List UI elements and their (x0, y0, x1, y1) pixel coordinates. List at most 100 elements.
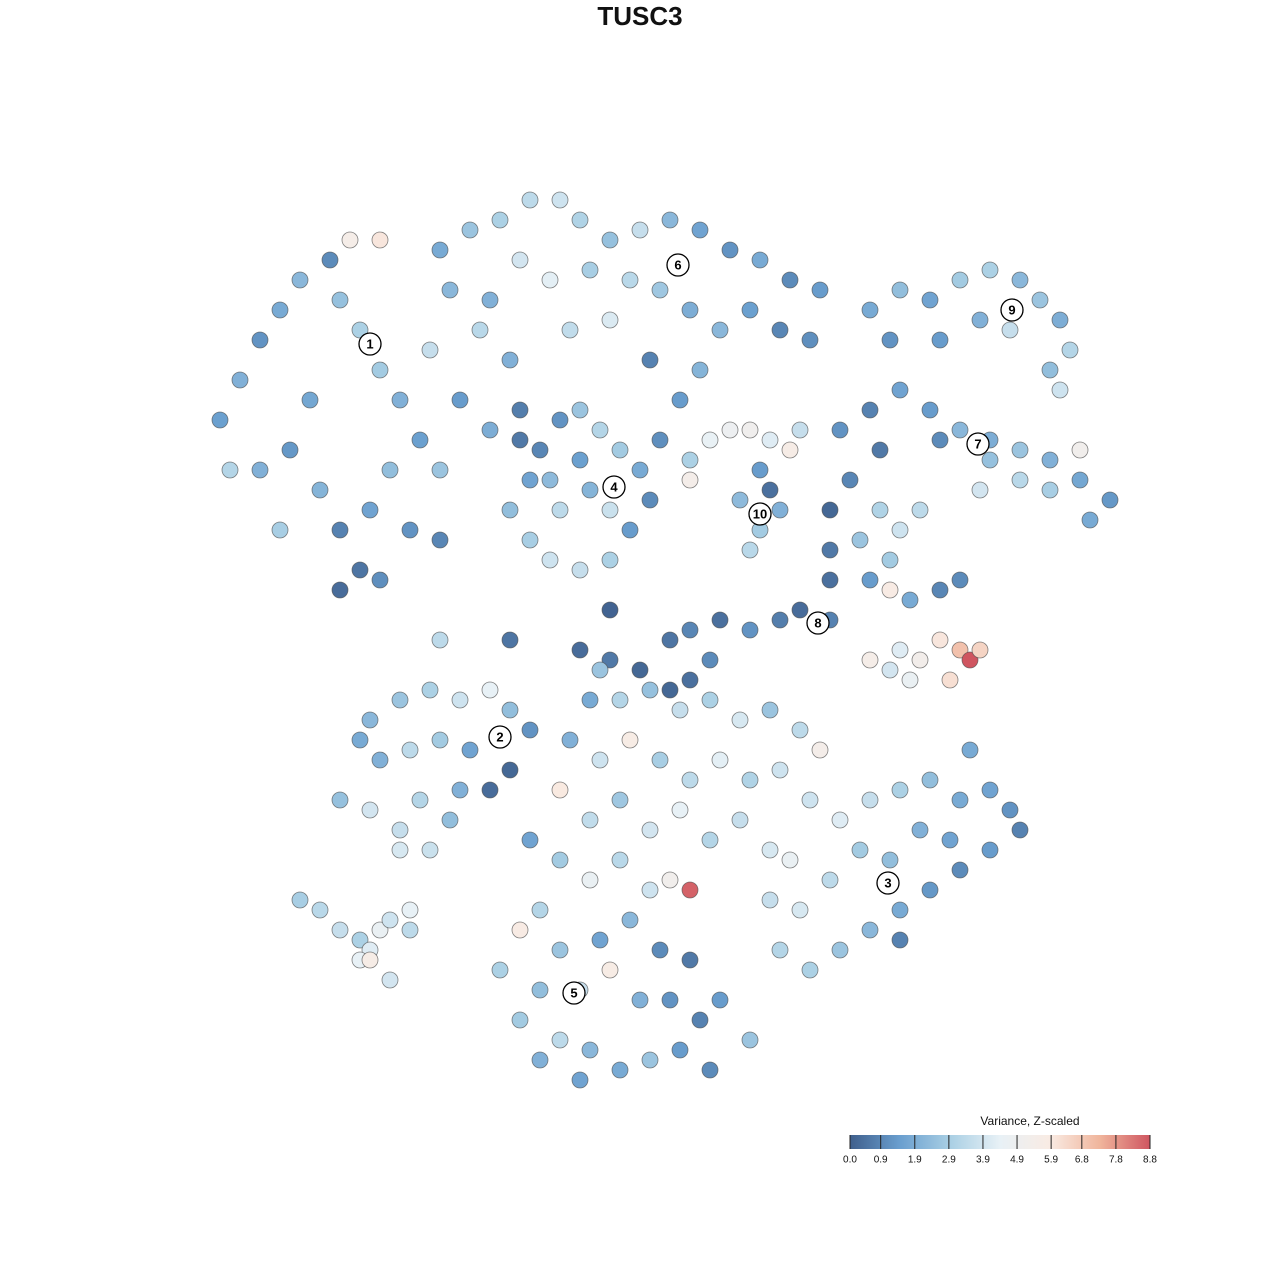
point (621, 911, 639, 929)
point (811, 741, 829, 759)
point (721, 421, 739, 439)
point (961, 741, 979, 759)
point (761, 701, 779, 719)
point (451, 691, 469, 709)
point (521, 531, 539, 549)
point (951, 641, 969, 659)
point (221, 461, 239, 479)
point (821, 871, 839, 889)
point (651, 281, 669, 299)
cluster-label: 1 (366, 336, 373, 351)
point (501, 631, 519, 649)
point (671, 801, 689, 819)
point (1041, 481, 1059, 499)
point (351, 561, 369, 579)
point (871, 501, 889, 519)
colorbar-tick-label: 6.8 (1075, 1155, 1089, 1166)
point (861, 651, 879, 669)
cluster-marker (806, 611, 830, 635)
point (511, 401, 529, 419)
point (641, 351, 659, 369)
point (971, 641, 989, 659)
point (951, 421, 969, 439)
point (651, 941, 669, 959)
colorbar-tick-label: 7.8 (1109, 1155, 1123, 1166)
point (661, 991, 679, 1009)
point (1061, 341, 1079, 359)
point (901, 671, 919, 689)
cluster-marker (602, 475, 626, 499)
point (711, 611, 729, 629)
point (1071, 441, 1089, 459)
point (691, 221, 709, 239)
point (891, 521, 909, 539)
point (861, 791, 879, 809)
point (311, 901, 329, 919)
point (671, 1041, 689, 1059)
point (691, 361, 709, 379)
point (1101, 491, 1119, 509)
point (881, 551, 899, 569)
point (421, 681, 439, 699)
cluster-marker (488, 725, 512, 749)
point (641, 681, 659, 699)
point (621, 271, 639, 289)
point (401, 521, 419, 539)
point (581, 811, 599, 829)
point (501, 701, 519, 719)
point (641, 881, 659, 899)
point (621, 731, 639, 749)
point (721, 241, 739, 259)
point (801, 331, 819, 349)
colorbar-tick-label: 4.9 (1010, 1155, 1024, 1166)
point (681, 301, 699, 319)
point (371, 921, 389, 939)
point (801, 791, 819, 809)
point (591, 751, 609, 769)
point (851, 841, 869, 859)
colorbar-tick-label: 1.9 (908, 1155, 922, 1166)
point (331, 291, 349, 309)
point (621, 521, 639, 539)
point (731, 491, 749, 509)
point (881, 331, 899, 349)
point (461, 741, 479, 759)
point (601, 501, 619, 519)
point (451, 781, 469, 799)
point (831, 811, 849, 829)
point (541, 271, 559, 289)
point (331, 921, 349, 939)
point (951, 861, 969, 879)
point (791, 901, 809, 919)
point (841, 471, 859, 489)
point (281, 441, 299, 459)
cluster-label: 8 (814, 615, 821, 630)
point (601, 231, 619, 249)
point (761, 841, 779, 859)
point (951, 571, 969, 589)
point (781, 271, 799, 289)
point (921, 771, 939, 789)
point (921, 401, 939, 419)
point (701, 431, 719, 449)
point (981, 451, 999, 469)
points (211, 191, 1119, 1089)
point (781, 441, 799, 459)
point (451, 391, 469, 409)
point (981, 781, 999, 799)
point (661, 211, 679, 229)
point (741, 1031, 759, 1049)
point (441, 811, 459, 829)
point (941, 671, 959, 689)
point (971, 311, 989, 329)
point (871, 441, 889, 459)
point (861, 921, 879, 939)
point (601, 601, 619, 619)
point (571, 401, 589, 419)
point (551, 501, 569, 519)
cluster-label: 4 (610, 479, 618, 494)
point (1031, 291, 1049, 309)
point (671, 391, 689, 409)
cluster-marker (876, 871, 900, 895)
